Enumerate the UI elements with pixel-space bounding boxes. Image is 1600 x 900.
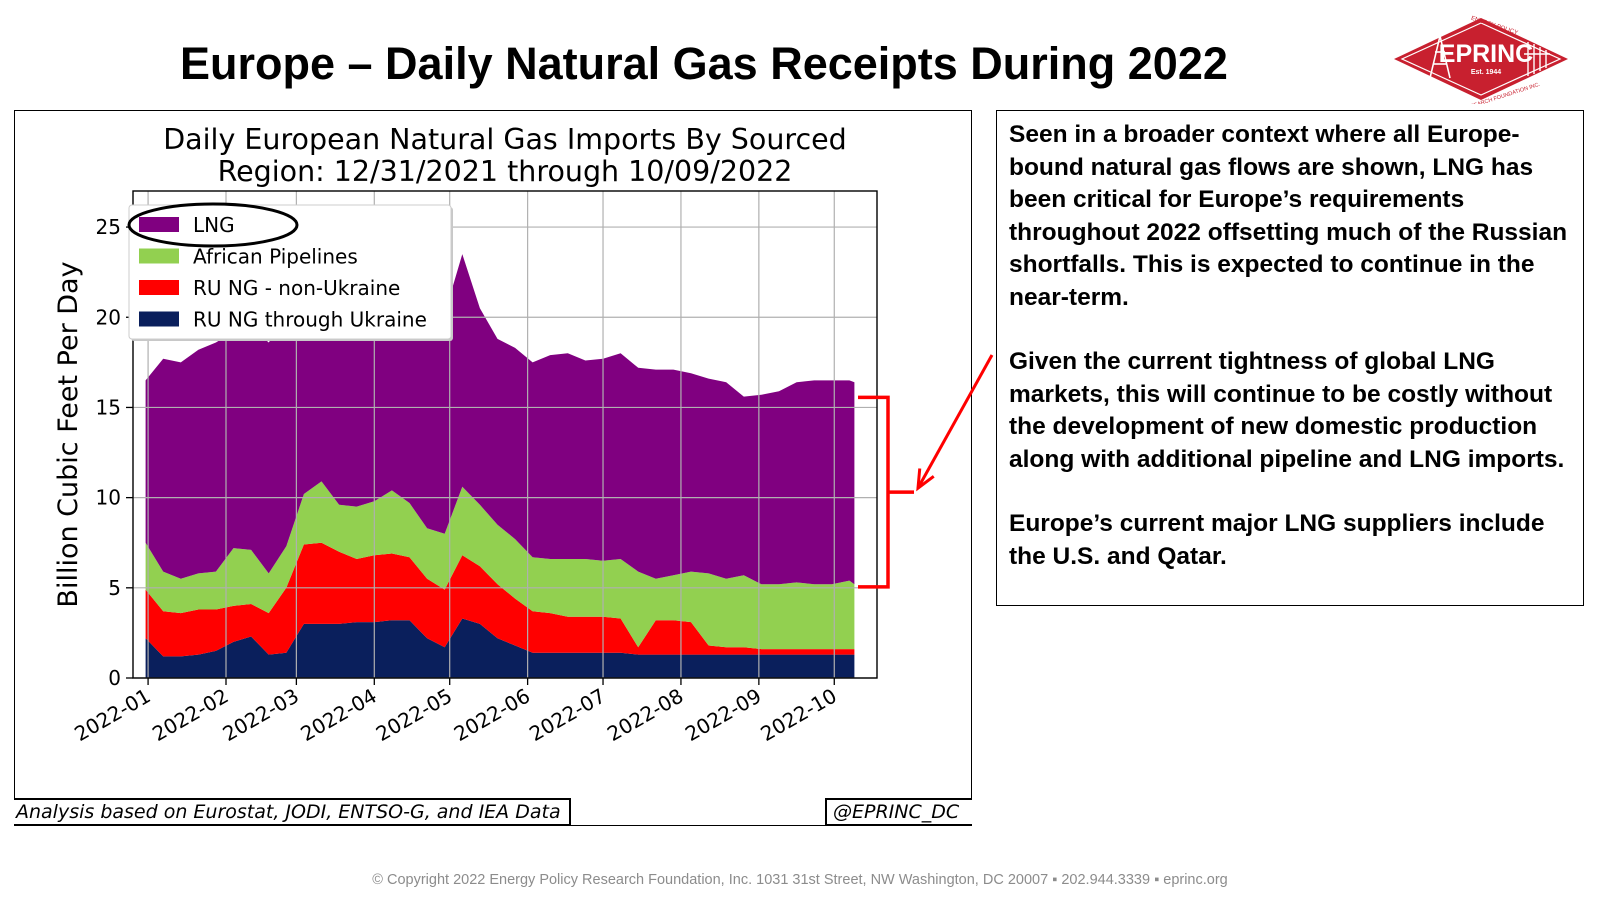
x-tick-label: 2022-08 bbox=[603, 684, 687, 747]
eprinc-logo: EPRINC Est. 1944 ENERGY POLICY RESEARCH … bbox=[1394, 16, 1568, 104]
series-area bbox=[145, 481, 855, 650]
x-tick-label: 2022-02 bbox=[148, 684, 232, 747]
twitter-handle: @EPRINC_DC bbox=[825, 798, 972, 826]
legend-label: African Pipelines bbox=[193, 245, 358, 269]
chart-frame: 0 5 10 15 20 25 2022-01 2022-02 2022-03 2022-04 20… bbox=[14, 110, 972, 826]
pipeline-icon bbox=[1524, 42, 1550, 76]
y-axis-title: Billion Cubic Feet Per Day bbox=[53, 261, 84, 607]
legend-swatch bbox=[139, 217, 179, 232]
x-tick-label: 2022-01 bbox=[70, 684, 154, 747]
y-tick-label: 5 bbox=[108, 576, 121, 600]
x-tick-label: 2022-07 bbox=[525, 684, 609, 747]
commentary-paragraph: Given the current tightness of global LN… bbox=[1009, 348, 1565, 473]
series-area bbox=[145, 618, 855, 678]
oil-derrick-icon bbox=[1429, 35, 1451, 79]
commentary-box: Seen in a broader context where all Euro… bbox=[996, 110, 1584, 606]
logo-name: EPRINC bbox=[1439, 40, 1533, 68]
legend-highlight-ellipse bbox=[127, 202, 299, 248]
series-area bbox=[145, 542, 855, 657]
legend-label: RU NG - non-Ukraine bbox=[193, 276, 400, 300]
y-tick-label: 15 bbox=[96, 395, 121, 419]
legend-label: LNG bbox=[193, 213, 235, 237]
x-tick-label: 2022-03 bbox=[218, 684, 302, 747]
chart-title-line: Region: 12/31/2021 through 10/09/2022 bbox=[218, 155, 793, 188]
y-tick-label: 10 bbox=[96, 486, 121, 510]
legend bbox=[128, 204, 452, 340]
slide-title: Europe – Daily Natural Gas Receipts Duri… bbox=[180, 38, 1228, 89]
y-tick-label: 25 bbox=[96, 215, 121, 239]
stacked-area-chart: 05101520252022-012022-022022-032022-0420… bbox=[53, 123, 878, 747]
x-tick-label: 2022-04 bbox=[296, 684, 380, 747]
commentary-paragraph: Seen in a broader context where all Euro… bbox=[1009, 121, 1568, 311]
chart-title-line: Daily European Natural Gas Imports By So… bbox=[163, 123, 847, 156]
x-tick-label: 2022-10 bbox=[756, 684, 840, 747]
legend-swatch bbox=[139, 248, 179, 264]
commentary-paragraph: Europe’s current major LNG suppliers inc… bbox=[1009, 510, 1545, 570]
legend-label: RU NG through Ukraine bbox=[193, 308, 427, 332]
x-tick-label: 2022-09 bbox=[681, 684, 765, 747]
footer-copyright: © Copyright 2022 Energy Policy Research … bbox=[372, 872, 1228, 888]
legend-swatch bbox=[139, 311, 179, 327]
x-tick-label: 2022-06 bbox=[450, 684, 534, 747]
legend-swatch bbox=[139, 280, 179, 295]
x-tick-label: 2022-05 bbox=[372, 684, 456, 747]
y-tick-label: 0 bbox=[108, 666, 121, 690]
y-tick-label: 20 bbox=[96, 305, 121, 329]
logo-diamond bbox=[1394, 18, 1568, 100]
source-note: Analysis based on Eurostat, JODI, ENTSO-… bbox=[14, 798, 571, 826]
logo-est: Est. 1944 bbox=[1471, 69, 1501, 76]
